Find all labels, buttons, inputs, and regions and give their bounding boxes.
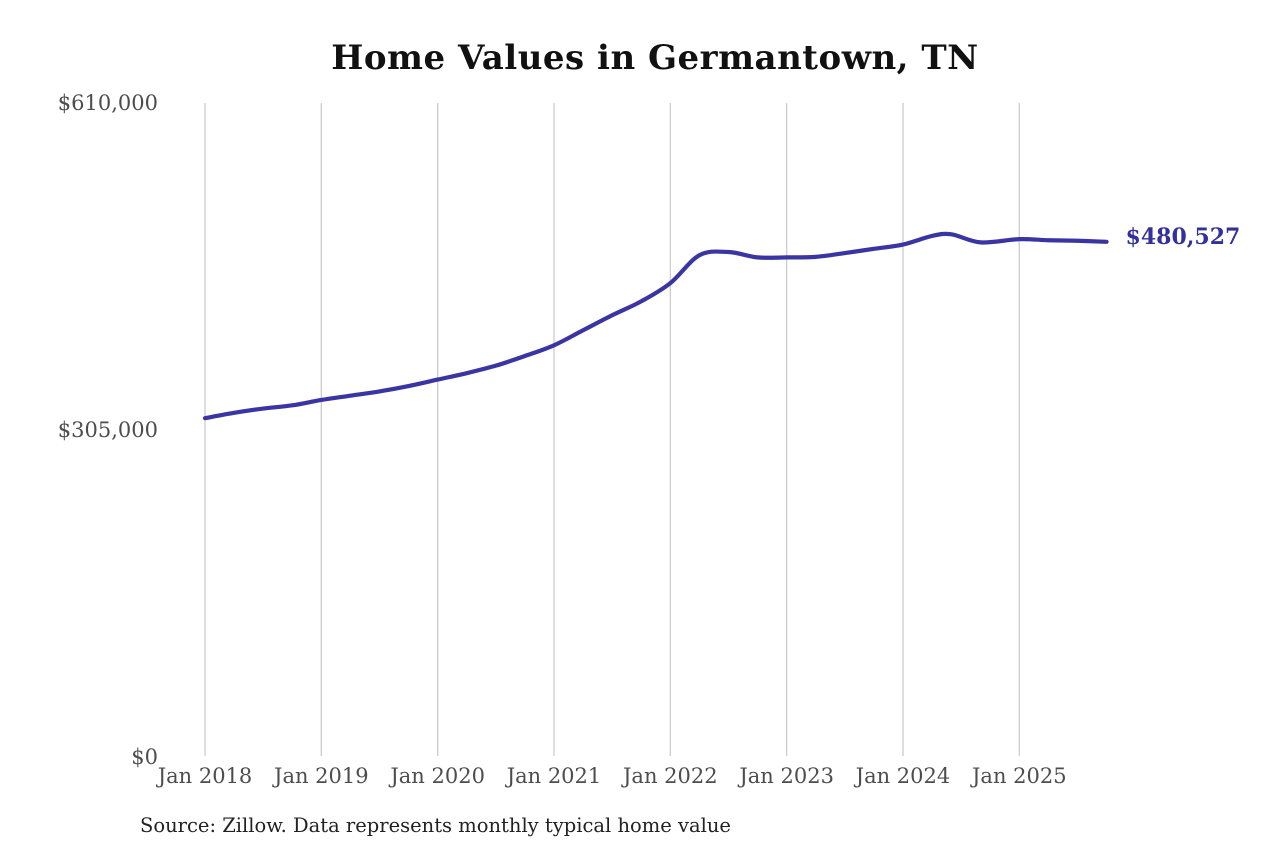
y-tick-label: $610,000 — [58, 91, 158, 115]
x-tick-label: Jan 2021 — [505, 764, 602, 788]
x-tick-label: Jan 2023 — [737, 764, 834, 788]
source-note: Source: Zillow. Data represents monthly … — [140, 814, 731, 837]
x-tick-label: Jan 2025 — [970, 764, 1067, 788]
x-tick-label: Jan 2022 — [621, 764, 718, 788]
end-value-label: $480,527 — [1126, 224, 1241, 250]
x-tick-label: Jan 2020 — [388, 764, 485, 788]
chart-title: Home Values in Germantown, TN — [331, 38, 979, 78]
x-tick-label: Jan 2019 — [272, 764, 369, 788]
x-tick-label: Jan 2018 — [156, 764, 253, 788]
series-line — [202, 231, 1109, 421]
y-tick-label: $0 — [131, 745, 158, 769]
y-tick-label: $305,000 — [58, 418, 158, 442]
x-tick-label: Jan 2024 — [854, 764, 951, 788]
